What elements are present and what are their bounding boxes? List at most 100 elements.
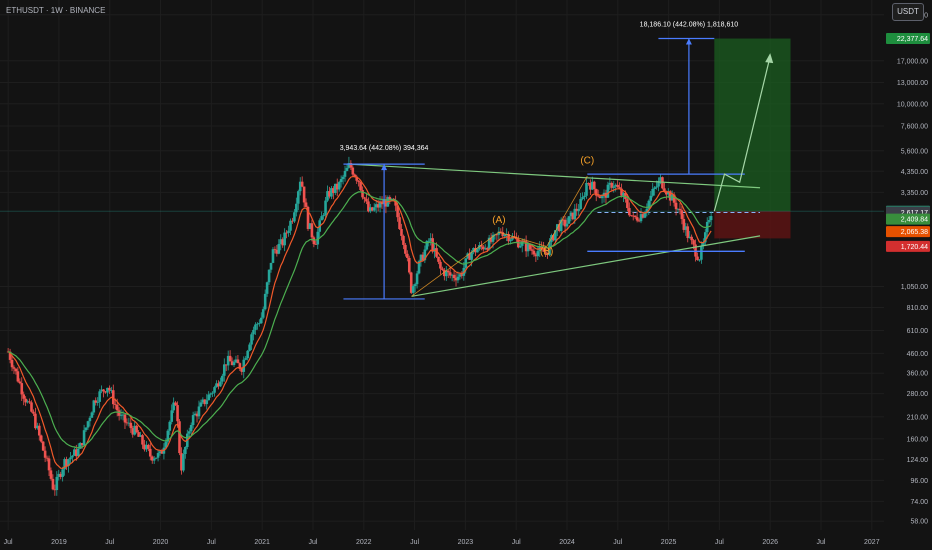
candle-body	[180, 453, 183, 471]
candle-body	[709, 216, 713, 221]
candle-body	[411, 286, 415, 293]
measure-right-arrow	[685, 38, 692, 45]
candle-body	[238, 363, 242, 369]
candle-body	[121, 414, 125, 416]
candle-body	[291, 220, 294, 222]
candle-body	[104, 391, 107, 393]
candle-body	[283, 232, 286, 246]
price-tick-label: 10,000.00	[897, 101, 928, 108]
candle-body	[659, 177, 662, 181]
candle-body	[213, 387, 216, 393]
candle-body	[36, 425, 39, 429]
candle-body	[427, 240, 431, 242]
candle-body	[193, 413, 197, 416]
time-tick-label: 2026	[762, 539, 778, 546]
candle-body	[258, 323, 261, 324]
price-badge-label: 1,720.44	[901, 244, 928, 251]
time-axis: Jul 2019 Jul 2020 Jul 2021 Jul 2022 Jul 2023 Jul 20…	[0, 530, 932, 550]
candle-body	[450, 274, 454, 276]
price-badge	[886, 213, 930, 225]
candle-body	[702, 242, 705, 246]
projection-arrow	[765, 53, 774, 64]
candle-body	[639, 214, 643, 222]
price-tick-label: 280.00	[907, 391, 929, 398]
candle-body	[14, 368, 18, 372]
candle-body	[628, 208, 631, 216]
candle-body	[98, 391, 101, 402]
candle-body	[296, 191, 300, 204]
candle-body	[542, 248, 545, 252]
price-tick-label: 3,350.00	[901, 190, 928, 197]
candle-body	[594, 189, 598, 196]
candle-body	[365, 198, 368, 202]
candle-body	[86, 421, 90, 428]
candle-body	[316, 231, 320, 245]
candle-body	[133, 425, 137, 435]
candle-body	[201, 399, 205, 403]
candle-body	[633, 215, 637, 218]
candle-body	[43, 450, 47, 458]
candle-body	[483, 248, 487, 250]
candle-body	[20, 383, 24, 395]
candle-body	[478, 245, 481, 250]
candle-body	[497, 231, 501, 235]
currency-button[interactable]: USDT	[892, 3, 924, 21]
candle-body	[215, 383, 218, 388]
candlestick-series	[6, 156, 713, 496]
candle-body	[34, 413, 37, 429]
candle-body	[63, 459, 66, 470]
candle-body	[651, 188, 654, 196]
time-tick-label: Jul	[4, 539, 13, 546]
candle-body	[8, 351, 12, 360]
candle-body	[474, 247, 477, 253]
candle-body	[666, 191, 670, 195]
candle-body	[378, 201, 382, 208]
time-tick-label: Jul	[410, 539, 419, 546]
candle-body	[622, 193, 625, 196]
candle-body	[579, 198, 582, 210]
candle-body	[589, 183, 592, 190]
candle-body	[456, 276, 460, 281]
candle-body	[524, 241, 528, 252]
candle-body	[563, 219, 567, 227]
candle-body	[156, 453, 160, 458]
candle-body	[47, 458, 51, 471]
price-badge-label: 2,065.38	[901, 229, 928, 236]
candle-body	[499, 231, 503, 233]
candle-body	[657, 180, 660, 187]
candle-body	[108, 387, 111, 391]
candle-body	[454, 278, 458, 281]
candle-body	[71, 455, 74, 458]
candle-body	[207, 394, 211, 401]
candle-body	[398, 217, 401, 230]
candle-body	[569, 212, 573, 217]
candle-body	[24, 398, 27, 403]
candle-body	[591, 181, 594, 190]
candle-body	[592, 181, 596, 190]
candle-body	[295, 203, 298, 213]
candle-body	[226, 355, 230, 366]
candle-body	[431, 238, 434, 252]
time-tick-label: 2027	[864, 539, 880, 546]
candle-body	[571, 212, 575, 220]
price-badge-label: 2,617.17	[901, 210, 928, 217]
price-badge-label: 22,377.64	[897, 36, 928, 43]
time-tick-label: Jul	[308, 539, 317, 546]
candle-body	[694, 244, 697, 257]
candle-body	[135, 425, 138, 433]
candle-body	[306, 206, 310, 229]
candle-body	[127, 422, 131, 424]
candle-body	[158, 451, 162, 454]
candle-body	[335, 183, 339, 190]
price-tick-label: 160.00	[907, 436, 929, 443]
candle-body	[437, 256, 440, 262]
candle-body	[581, 197, 584, 199]
candle-body	[285, 232, 288, 234]
candle-body	[641, 214, 645, 218]
candle-body	[182, 454, 185, 471]
candle-body	[82, 430, 86, 446]
upper-trendline	[349, 163, 761, 189]
price-tick-label: 4,350.00	[901, 169, 928, 176]
candle-body	[22, 394, 26, 399]
